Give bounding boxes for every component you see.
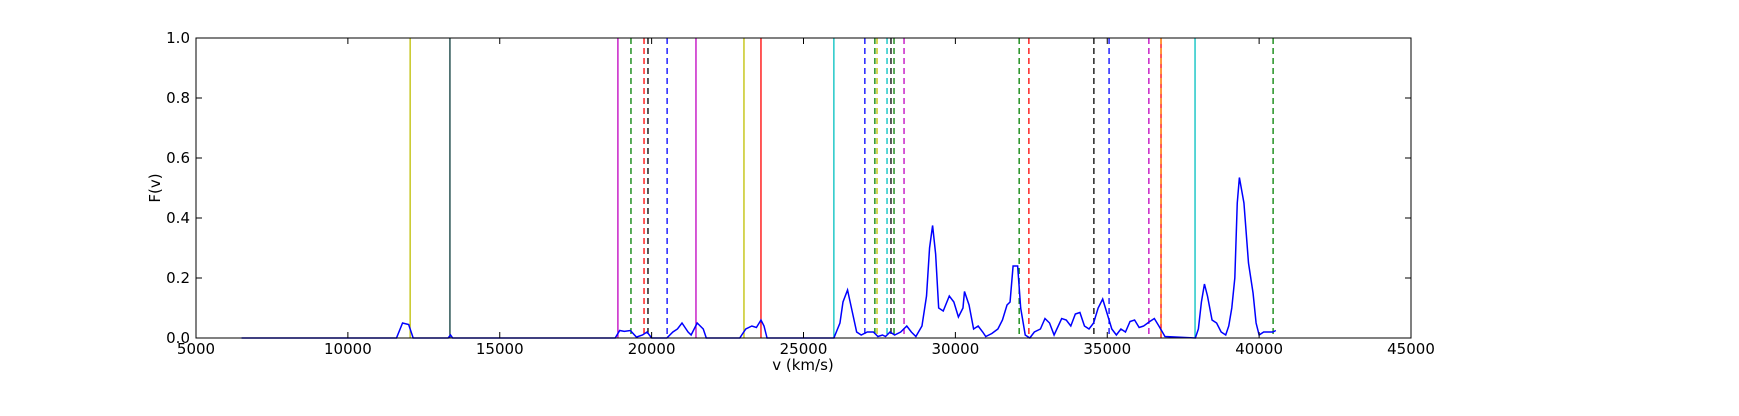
spectrum-line: [241, 177, 1277, 340]
y-tick-label: 1.0: [166, 29, 190, 47]
x-tick-label: 45000: [1387, 340, 1435, 358]
x-tick-label: 5000: [177, 340, 215, 358]
x-axis-label: v (km/s): [772, 356, 834, 374]
x-tick-label: 10000: [324, 340, 372, 358]
y-axis-label: F(v): [146, 173, 164, 202]
x-tick-label: 30000: [932, 340, 980, 358]
x-tick-label: 25000: [780, 340, 828, 358]
x-tick-label: 35000: [1083, 340, 1131, 358]
y-tick-label: 0.4: [166, 209, 190, 227]
y-tick-label: 0.8: [166, 89, 190, 107]
x-tick-label: 15000: [476, 340, 524, 358]
y-tick-label: 0.6: [166, 149, 190, 167]
y-tick-label: 0.0: [166, 329, 190, 347]
x-tick-label: 40000: [1235, 340, 1283, 358]
y-tick-label: 0.2: [166, 269, 190, 287]
x-tick-label: 20000: [628, 340, 676, 358]
plot-frame: [195, 37, 1412, 339]
